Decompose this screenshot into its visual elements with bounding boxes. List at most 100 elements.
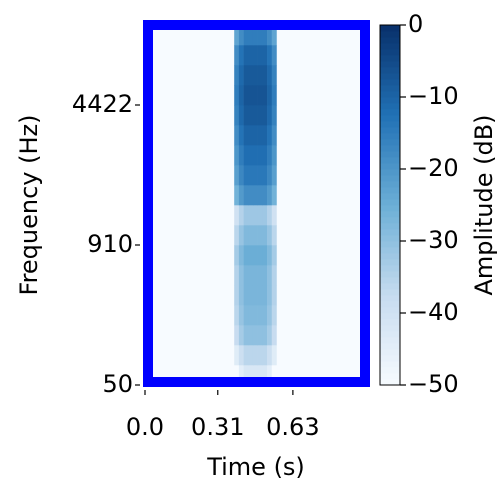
spectrogram-cell (248, 65, 254, 86)
spectrogram-cell (238, 305, 244, 326)
spectrogram-cell (262, 185, 268, 206)
colorbar-tick-label: −40 (408, 298, 459, 326)
spectrogram-cell (238, 105, 244, 126)
spectrogram-cell (248, 125, 254, 146)
x-tick-label: 0.31 (191, 413, 244, 441)
colorbar-swatch (380, 37, 400, 44)
spectrogram-cell (257, 345, 263, 366)
colorbar-swatch (380, 109, 400, 116)
colorbar-swatch (380, 43, 400, 50)
colorbar-swatch (380, 115, 400, 122)
colorbar-swatch (380, 223, 400, 230)
spectrogram-cell (252, 365, 258, 386)
colorbar-swatch (380, 271, 400, 278)
colorbar-swatch (380, 187, 400, 194)
spectrogram-cell (257, 265, 263, 286)
spectrogram-cell (243, 365, 249, 386)
colorbar-tick-label: −10 (408, 82, 459, 110)
spectrogram-cell (234, 325, 240, 346)
spectrogram-cell (248, 285, 254, 306)
spectrogram-cell (257, 305, 263, 326)
colorbar-swatch (380, 241, 400, 248)
spectrogram-cell (234, 85, 240, 106)
spectrogram-cell (271, 25, 277, 46)
spectrogram-cell (252, 105, 258, 126)
spectrogram-cell (234, 305, 240, 326)
spectrogram-cell (267, 105, 273, 126)
spectrogram-cell (262, 105, 268, 126)
spectrogram-cell (238, 25, 244, 46)
spectrogram-cell (238, 265, 244, 286)
colorbar-swatch (380, 79, 400, 86)
colorbar-swatch (380, 313, 400, 320)
colorbar-swatch (380, 295, 400, 302)
colorbar-swatch (380, 367, 400, 374)
spectrogram-cell (243, 145, 249, 166)
spectrogram-cell (262, 45, 268, 66)
spectrogram-cell (271, 145, 277, 166)
spectrogram-cell (262, 165, 268, 186)
colorbar-tick-label: −50 (408, 370, 459, 398)
spectrogram-cell (248, 325, 254, 346)
spectrogram-cell (252, 225, 258, 246)
spectrogram-cell (252, 185, 258, 206)
spectrogram-cell (238, 145, 244, 166)
colorbar-swatch (380, 343, 400, 350)
colorbar-swatch (380, 169, 400, 176)
spectrogram-cell (243, 305, 249, 326)
spectrogram-cell (238, 245, 244, 266)
spectrogram-cell (267, 125, 273, 146)
spectrogram-cell (252, 25, 258, 46)
y-tick-label: 910 (87, 230, 133, 258)
colorbar-label: Amplitude (dB) (470, 114, 498, 295)
colorbar-swatch (380, 361, 400, 368)
spectrogram-cell (248, 45, 254, 66)
spectrogram-cell (234, 145, 240, 166)
colorbar-tick-label: −20 (408, 154, 459, 182)
colorbar-swatch (380, 235, 400, 242)
spectrogram-cell (248, 25, 254, 46)
spectrogram-cell (267, 165, 273, 186)
spectrogram-cell (248, 85, 254, 106)
spectrogram-cell (271, 245, 277, 266)
spectrogram-cell (234, 65, 240, 86)
spectrogram-cell (257, 145, 263, 166)
spectrogram-cell (257, 105, 263, 126)
colorbar-swatch (380, 217, 400, 224)
spectrogram-cell (243, 25, 249, 46)
colorbar-swatch (380, 319, 400, 326)
spectrogram-cell (271, 45, 277, 66)
spectrogram-cell (238, 125, 244, 146)
colorbar-frame (379, 24, 401, 386)
spectrogram-cell (267, 245, 273, 266)
spectrogram-cell (262, 205, 268, 226)
spectrogram-cell (238, 365, 244, 386)
highlight-frame (143, 20, 370, 387)
spectrogram-cell (271, 125, 277, 146)
spectrogram-cell (267, 25, 273, 46)
spectrogram-cell (243, 185, 249, 206)
spectrogram-cell (243, 325, 249, 346)
spectrogram-cell (238, 225, 244, 246)
colorbar-tick-label: 0 (408, 10, 423, 38)
spectrogram-cell (262, 365, 268, 386)
spectrogram-cell (234, 125, 240, 146)
spectrogram-cell (262, 125, 268, 146)
spectrogram-cell (257, 285, 263, 306)
spectrogram-cell (267, 305, 273, 326)
colorbar-swatch (380, 199, 400, 206)
heatmap (145, 25, 368, 386)
colorbar-swatch (380, 337, 400, 344)
spectrogram-cell (248, 165, 254, 186)
spectrogram-cell (271, 265, 277, 286)
colorbar-swatch (380, 379, 400, 386)
spectrogram-cell (248, 105, 254, 126)
spectrogram-cell (257, 225, 263, 246)
y-tick-label: 50 (102, 370, 133, 398)
spectrogram-cell (243, 345, 249, 366)
spectrogram-cell (262, 325, 268, 346)
spectrogram-cell (252, 65, 258, 86)
spectrogram-cell (257, 185, 263, 206)
colorbar-swatch (380, 277, 400, 284)
spectrogram-cell (234, 165, 240, 186)
